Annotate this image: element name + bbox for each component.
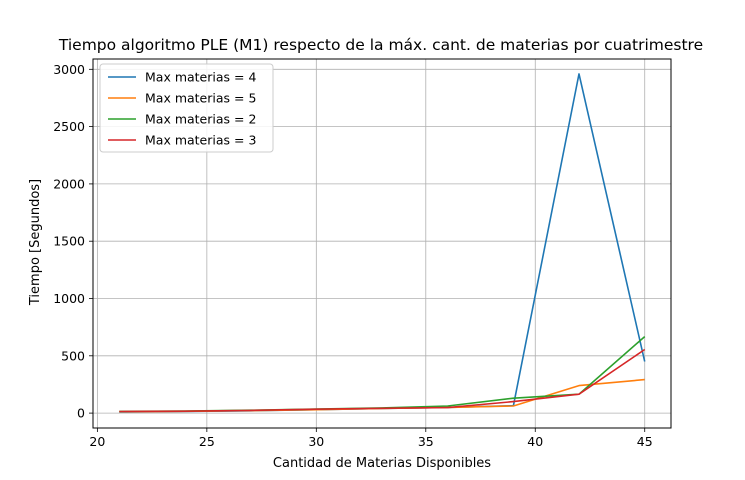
legend: Max materias = 4 Max materias = 5 Max mate… — [99, 63, 274, 153]
y-axis-label: Tiempo [Segundos] — [28, 179, 43, 306]
x-axis-ticks: 20 25 30 35 40 45 — [89, 428, 653, 449]
series-line-4 — [119, 348, 646, 413]
x-tick-label: 40 — [527, 434, 543, 449]
x-tick-label: 25 — [199, 434, 215, 449]
legend-box — [99, 63, 274, 153]
y-tick-label: 0 — [77, 406, 85, 421]
y-tick-label: 2000 — [53, 176, 85, 191]
plot-area-frame — [92, 58, 672, 429]
chart-title: Tiempo algoritmo PLE (M1) respecto de la… — [58, 36, 703, 54]
series-line-3 — [119, 335, 646, 413]
legend-label: Max materias = 3 — [145, 133, 256, 148]
y-tick-label: 1500 — [53, 234, 85, 249]
x-tick-label: 30 — [308, 434, 324, 449]
x-tick-label: 20 — [89, 434, 105, 449]
x-tick-label: 45 — [637, 434, 653, 449]
x-tick-label: 35 — [418, 434, 434, 449]
y-tick-label: 1000 — [53, 291, 85, 306]
x-axis-label: Cantidad de Materias Disponibles — [273, 456, 491, 471]
y-tick-label: 2500 — [53, 119, 85, 134]
y-tick-label: 500 — [61, 348, 85, 363]
legend-label: Max materias = 4 — [145, 70, 256, 85]
legend-label: Max materias = 5 — [145, 91, 256, 106]
y-tick-label: 3000 — [53, 62, 85, 77]
series-lines — [119, 73, 646, 413]
y-axis-ticks: 0 500 1000 1500 2000 2500 3000 — [53, 62, 93, 421]
legend-label: Max materias = 2 — [145, 112, 256, 127]
